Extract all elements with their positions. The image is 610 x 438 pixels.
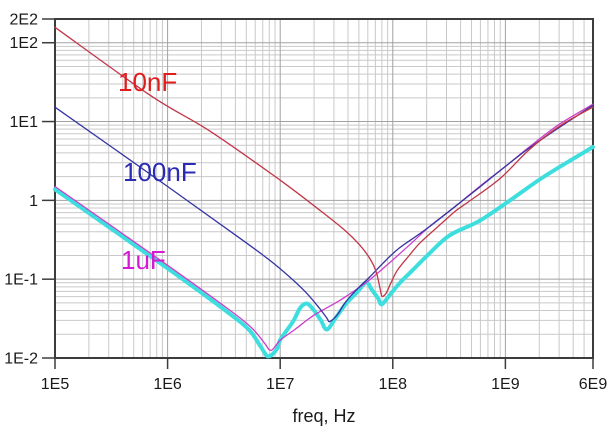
x-tick-label-6E9: 6E9 [579,376,608,393]
x-tick-label-1E6: 1E6 [153,376,182,393]
y-tick-label-1E2: 1E2 [10,35,39,52]
y-tick-label-1E-1: 1E-1 [4,272,38,289]
x-tick-label-1E8: 1E8 [379,376,408,393]
y-tick-label-2E2: 2E2 [10,12,39,29]
x-axis-title: freq, Hz [292,406,356,426]
curve-label-10nF: 10nF [118,67,177,97]
curve-label-100nF: 100nF [123,157,197,187]
curve-10nF [54,26,594,298]
curve-100nF [54,104,594,323]
x-tick-label-1E9: 1E9 [491,376,520,393]
x-tick-label-1E7: 1E7 [266,376,295,393]
y-tick-label-1E-2: 1E-2 [4,351,38,368]
curve-label-1uF: 1uF [121,245,166,275]
y-tick-label-1E1: 1E1 [10,114,39,131]
x-tick-label-1E5: 1E5 [41,376,70,393]
y-tick-label-1: 1 [29,193,38,210]
